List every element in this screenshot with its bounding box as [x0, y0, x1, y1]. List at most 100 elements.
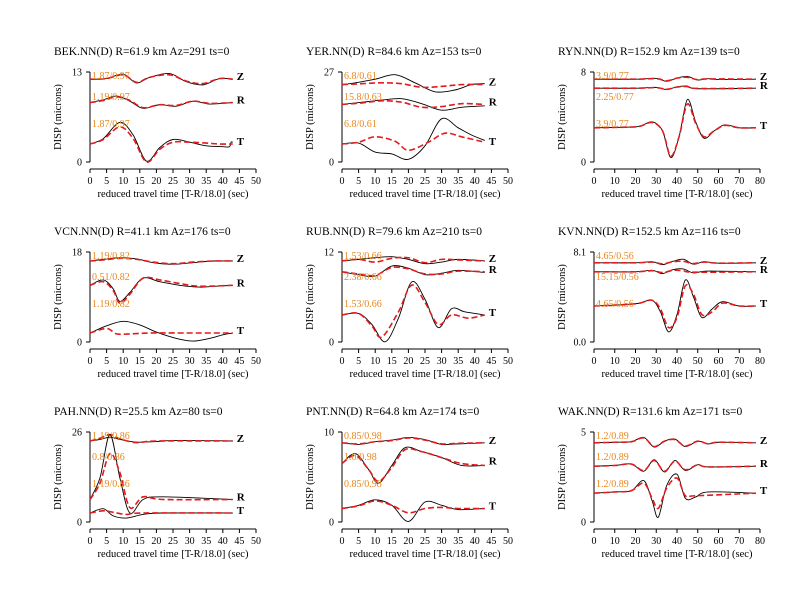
x-tick-label: 60 — [714, 536, 724, 547]
x-tick-label: 40 — [470, 176, 480, 187]
x-tick-label: 0 — [88, 176, 93, 187]
x-tick-label: 80 — [755, 176, 765, 187]
x-tick-label: 5 — [356, 176, 361, 187]
y-tick-label: 0 — [581, 518, 586, 529]
component-label: Z — [489, 435, 496, 447]
x-tick-label: 50 — [503, 356, 513, 367]
synthetic-trace-r — [89, 452, 233, 510]
observed-trace-z — [341, 74, 485, 93]
x-tick-label: 25 — [168, 536, 178, 547]
x-tick-label: 20 — [631, 356, 641, 367]
x-tick-label: 40 — [218, 176, 228, 187]
y-tick-label: 12 — [324, 248, 334, 259]
fit-annotation: 2.38/0.66 — [344, 272, 382, 283]
synthetic-trace-t — [341, 132, 485, 152]
component-label: R — [237, 277, 246, 289]
component-label: R — [489, 264, 498, 276]
synthetic-trace-r — [341, 99, 485, 109]
y-axis-label: DISP (microns) — [305, 264, 316, 330]
fit-annotation: 1.53/0.66 — [344, 251, 382, 262]
component-label: Z — [760, 435, 767, 447]
fit-annotation: 4.65/0.56 — [596, 251, 634, 262]
panel-title: VCN.NN(D) R=41.1 km Az=176 ts=0 — [54, 226, 231, 238]
synthetic-trace-r — [593, 459, 756, 473]
x-axis-label: reduced travel time [T-R/18.0] (sec) — [350, 549, 501, 560]
synthetic-trace-t — [341, 500, 485, 514]
station-panel: YER.NN(D) R=84.6 km Az=153 ts=0 0 27 DISP (… — [305, 46, 513, 200]
x-tick-label: 20 — [151, 356, 161, 367]
x-tick-label: 35 — [453, 356, 463, 367]
synthetic-trace-t — [593, 103, 756, 157]
component-label: T — [760, 485, 768, 497]
y-tick-label: 0 — [77, 518, 82, 529]
x-tick-label: 15 — [135, 176, 145, 187]
x-tick-label: 15 — [387, 536, 397, 547]
y-tick-label: 0 — [77, 158, 82, 169]
fit-annotation: 0.51/0.82 — [92, 272, 130, 283]
station-panel: KVN.NN(D) R=152.5 km Az=116 ts=0 0.0 8.1 DI… — [557, 226, 769, 380]
observed-trace-r — [89, 434, 233, 515]
y-axis-label: DISP (microns) — [557, 84, 568, 150]
x-tick-label: 40 — [218, 356, 228, 367]
station-panel: BEK.NN(D) R=61.9 km Az=291 ts=0 0 13 DISP (… — [53, 46, 261, 200]
x-tick-label: 50 — [251, 176, 261, 187]
x-tick-label: 20 — [151, 176, 161, 187]
x-tick-label: 40 — [672, 176, 682, 187]
x-tick-label: 0 — [592, 536, 597, 547]
component-label: R — [489, 96, 498, 108]
x-axis-label: reduced travel time [T-R/18.0] (sec) — [350, 189, 501, 200]
component-label: Z — [489, 253, 496, 265]
x-tick-label: 40 — [470, 356, 480, 367]
component-label: T — [237, 505, 245, 517]
component-label: Z — [760, 71, 767, 83]
x-tick-label: 15 — [387, 356, 397, 367]
observed-trace-t — [89, 121, 233, 162]
fit-annotation: 0.8/0.86 — [92, 452, 125, 463]
synthetic-trace-r — [89, 96, 233, 109]
station-panel: WAK.NN(D) R=131.6 km Az=171 ts=0 0 5 DISP (… — [557, 406, 769, 560]
station-panel: RYN.NN(D) R=152.9 km Az=139 ts=0 0 8 DISP (… — [557, 46, 769, 200]
fit-annotation: 0.85/0.98 — [344, 431, 382, 442]
fit-annotation: 6.8/0.61 — [344, 71, 377, 82]
synthetic-trace-z — [89, 73, 233, 85]
x-tick-label: 10 — [370, 356, 380, 367]
x-tick-label: 20 — [403, 176, 413, 187]
component-label: Z — [760, 255, 767, 267]
x-tick-label: 0 — [340, 536, 345, 547]
x-tick-label: 50 — [503, 536, 513, 547]
y-tick-label: 8.1 — [574, 248, 587, 259]
x-tick-label: 50 — [251, 536, 261, 547]
x-tick-label: 35 — [453, 536, 463, 547]
x-tick-label: 40 — [672, 536, 682, 547]
panel-title: PNT.NN(D) R=64.8 km Az=174 ts=0 — [306, 406, 479, 418]
y-tick-label: 5 — [581, 428, 586, 439]
component-label: R — [237, 492, 246, 504]
synthetic-trace-t — [89, 327, 233, 336]
x-tick-label: 70 — [734, 356, 744, 367]
station-panel: PNT.NN(D) R=64.8 km Az=174 ts=0 0 10 DISP (… — [305, 406, 513, 560]
fit-annotation: 0.85/0.98 — [344, 479, 382, 490]
x-tick-label: 50 — [251, 356, 261, 367]
y-axis-label: DISP (microns) — [305, 84, 316, 150]
component-label: T — [237, 325, 245, 337]
fit-annotation: 1.2/0.89 — [596, 452, 629, 463]
x-tick-label: 45 — [486, 536, 496, 547]
component-label: R — [760, 264, 769, 276]
y-axis-label: DISP (microns) — [557, 444, 568, 510]
y-tick-label: 27 — [324, 68, 334, 79]
x-tick-label: 80 — [755, 356, 765, 367]
x-tick-label: 20 — [151, 536, 161, 547]
x-tick-label: 45 — [234, 356, 244, 367]
x-tick-label: 30 — [651, 176, 661, 187]
x-tick-label: 15 — [135, 356, 145, 367]
y-tick-label: 13 — [72, 68, 82, 79]
panel-title: RUB.NN(D) R=79.6 km Az=210 ts=0 — [306, 226, 482, 238]
panel-title: RYN.NN(D) R=152.9 km Az=139 ts=0 — [558, 46, 740, 58]
y-tick-label: 10 — [324, 428, 334, 439]
x-tick-label: 15 — [387, 176, 397, 187]
y-axis-label: DISP (microns) — [305, 444, 316, 510]
x-tick-label: 20 — [631, 536, 641, 547]
synthetic-trace-t — [89, 510, 233, 516]
panel-title: WAK.NN(D) R=131.6 km Az=171 ts=0 — [558, 406, 743, 418]
station-panel: RUB.NN(D) R=79.6 km Az=210 ts=0 0 12 DISP (… — [305, 226, 513, 380]
